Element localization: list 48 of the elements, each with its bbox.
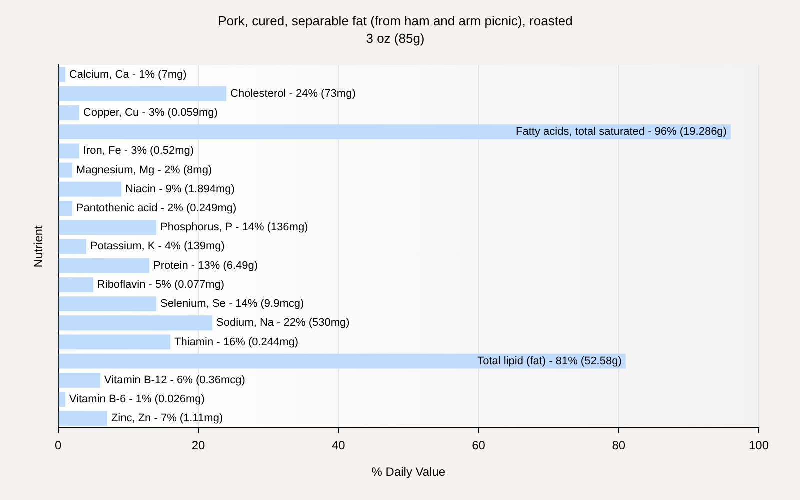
bar [58, 220, 156, 236]
annotation: Magnesium, Mg - 2% (8mg) [76, 164, 212, 176]
x-tick-label: 100 [748, 438, 770, 453]
bar [58, 106, 80, 120]
bar [58, 67, 66, 82]
annotation: Fatty acids, total saturated - 96% (19.286g) [516, 126, 727, 138]
annotation: Selenium, Se - 14% (9.9mcg) [160, 298, 304, 310]
annotation: Thiamin - 16% (0.244mg) [174, 336, 299, 348]
annotation: Vitamin B-12 - 6% (0.36mcg) [104, 374, 246, 386]
annotation: Niacin - 9% (1.894mg) [125, 183, 235, 196]
bar [58, 392, 66, 407]
bar [58, 86, 227, 102]
x-tick-label: 40 [332, 438, 346, 453]
bar [58, 354, 626, 369]
annotation: Iron, Fe - 3% (0.52mg) [83, 145, 194, 158]
chart-title: Pork, cured, separable fat (from ham and arm picnic), roasted [218, 13, 573, 28]
y-axis-title: Nutrient [32, 225, 46, 268]
annotation: Sodium, Na - 22% (530mg) [216, 317, 350, 330]
bar [58, 277, 94, 292]
bar [58, 239, 86, 254]
bar [58, 258, 150, 274]
annotation: Phosphorus, P - 14% (136mg) [160, 222, 308, 234]
annotation: Potassium, K - 4% (139mg) [90, 240, 225, 253]
x-axis-title: % Daily Value [372, 465, 446, 480]
x-tick-label: 0 [55, 438, 62, 453]
x-tick-label: 60 [472, 438, 486, 453]
bar [58, 372, 100, 388]
bar [58, 162, 72, 178]
x-tick-label: 20 [192, 438, 206, 453]
bar [58, 182, 122, 197]
annotation: Total lipid (fat) - 81% (52.58g) [478, 355, 622, 368]
annotation: Riboflavin - 5% (0.077mg) [97, 278, 225, 291]
chart-subtitle: 3 oz (85g) [366, 30, 425, 46]
annotation: Vitamin B-6 - 1% (0.026mg) [69, 394, 205, 406]
bar [58, 144, 80, 159]
annotation: Copper, Cu - 3% (0.059mg) [83, 106, 218, 119]
bar [58, 334, 170, 350]
annotation: Protein - 13% (6.49g) [153, 260, 258, 272]
bar [58, 411, 108, 426]
annotation: Calcium, Ca - 1% (7mg) [69, 68, 187, 81]
x-tick-label: 80 [612, 438, 626, 453]
bar [58, 201, 72, 216]
annotation: Pantothenic acid - 2% (0.249mg) [76, 202, 237, 215]
bar [58, 316, 213, 331]
annotation: Cholesterol - 24% (73mg) [230, 88, 356, 100]
annotation: Zinc, Zn - 7% (1.11mg) [111, 412, 224, 425]
bar [58, 124, 731, 140]
bar [58, 296, 156, 312]
